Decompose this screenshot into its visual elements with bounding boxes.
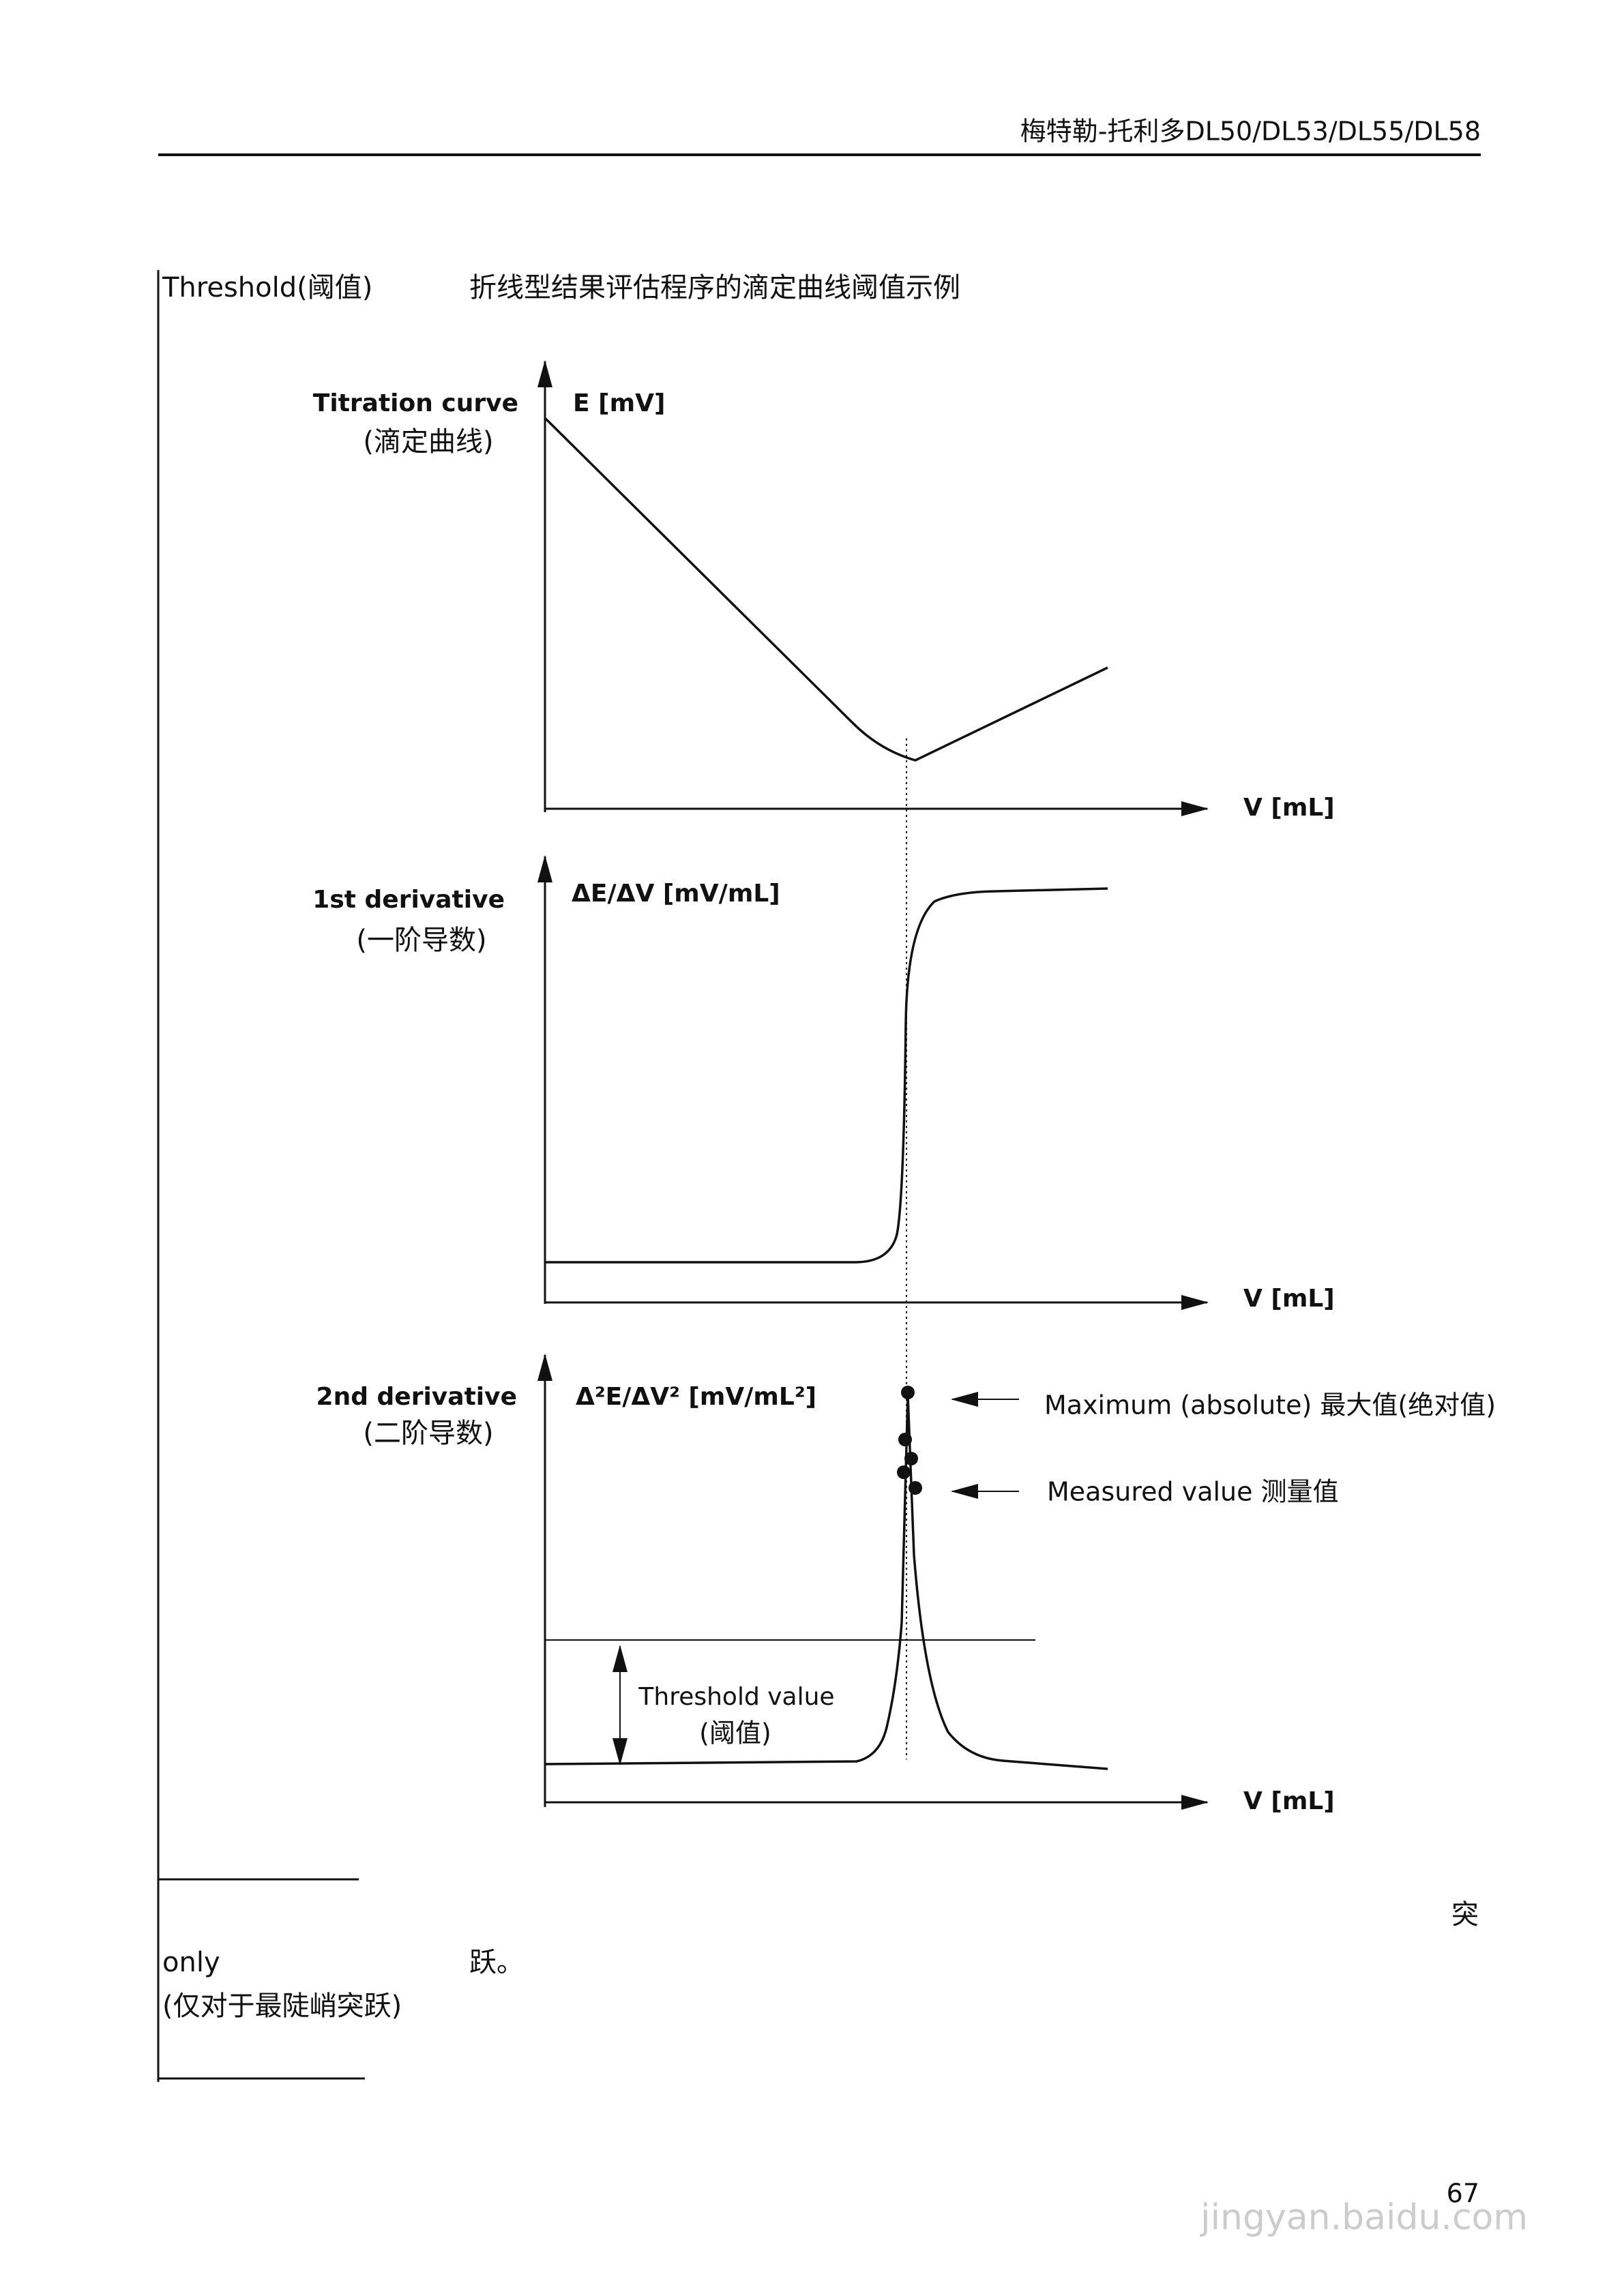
first-derivative-curve bbox=[545, 887, 1108, 1264]
measured-points bbox=[897, 1386, 922, 1495]
panel-label: 1st derivative bbox=[312, 886, 505, 914]
titration-curve bbox=[544, 417, 1108, 762]
y-axis-label: ΔE/ΔV [mV/mL] bbox=[572, 880, 780, 908]
threshold-annotation-cn: (阈值) bbox=[699, 1718, 771, 1748]
y-axis-label: Δ²E/ΔV² [mV/mL²] bbox=[576, 1383, 816, 1411]
footer-text: only bbox=[162, 1947, 220, 1978]
x-axis-label: V [mL] bbox=[1243, 1787, 1335, 1815]
y-axis-label: E [mV] bbox=[573, 389, 665, 417]
header-title: 梅特勒-托利多DL50/DL53/DL55/DL58 bbox=[1020, 117, 1481, 147]
watermark: jingyan.baidu.com bbox=[1200, 2197, 1528, 2238]
x-axis-label: V [mL] bbox=[1243, 1285, 1335, 1313]
footer-note: (仅对于最陡峭突跃) bbox=[162, 1991, 402, 2022]
panel-label-cn: (一阶导数) bbox=[356, 925, 486, 956]
fragment: 跃。 bbox=[469, 1947, 524, 1978]
page-number: 67 bbox=[1447, 2179, 1479, 2209]
section-label: Threshold(阈值) bbox=[162, 272, 372, 303]
threshold-annotation: Threshold value bbox=[638, 1683, 834, 1711]
panel-label: 2nd derivative bbox=[316, 1383, 517, 1411]
section-caption: 折线型结果评估程序的滴定曲线阈值示例 bbox=[469, 272, 960, 303]
x-axis-label: V [mL] bbox=[1243, 794, 1335, 822]
panel-label-cn: (二阶导数) bbox=[363, 1418, 493, 1449]
panel-label: Titration curve bbox=[313, 389, 518, 417]
max-annotation: Maximum (absolute) 最大值(绝对值) bbox=[1044, 1390, 1496, 1420]
fragment: 突 bbox=[1451, 1899, 1479, 1930]
measured-annotation: Measured value 测量值 bbox=[1047, 1477, 1339, 1507]
panel-label-cn: (滴定曲线) bbox=[363, 426, 493, 458]
second-derivative-curve bbox=[544, 1395, 1108, 1770]
